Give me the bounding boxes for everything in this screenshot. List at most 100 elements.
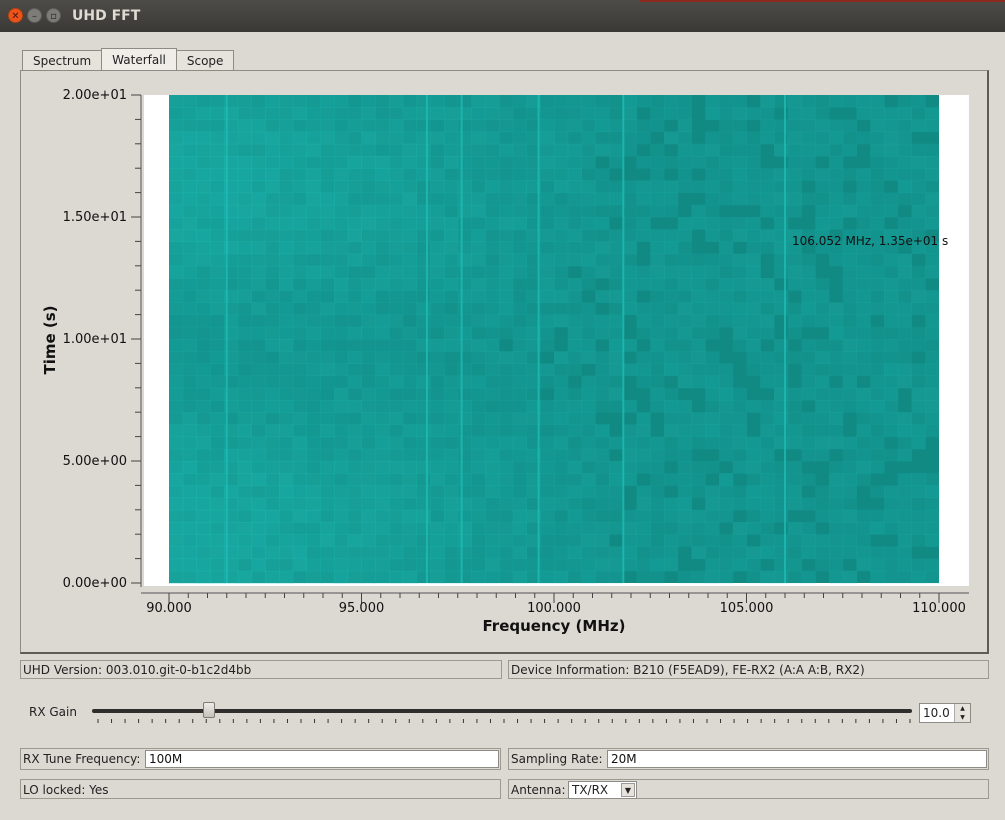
rx-tune-input[interactable] [145, 750, 499, 768]
heatmap-cell [925, 204, 940, 218]
chevron-down-icon[interactable]: ▼ [621, 783, 635, 797]
heatmap-cell [595, 485, 610, 499]
waterfall-plot[interactable]: 0.00e+005.00e+001.00e+011.50e+012.00e+01… [0, 0, 1005, 660]
heatmap-cell [842, 229, 857, 242]
heatmap-cell [320, 424, 335, 438]
rx-gain-slider-track[interactable] [92, 709, 912, 713]
heatmap-cell [650, 509, 665, 523]
heatmap-cell [774, 253, 789, 267]
heatmap-cell [842, 302, 857, 316]
sampling-rate-input[interactable] [607, 750, 987, 768]
heatmap-cell [457, 570, 472, 584]
heatmap-cell [719, 387, 734, 401]
heatmap-cell [774, 95, 789, 108]
heatmap-cell [526, 461, 541, 474]
heatmap-cell [595, 119, 610, 133]
heatmap-cell [196, 229, 211, 242]
heatmap-cell [361, 168, 376, 181]
heatmap-cell [196, 485, 211, 499]
heatmap-cell [526, 351, 541, 364]
heatmap-cell [375, 497, 390, 511]
heatmap-cell [829, 326, 844, 340]
heatmap-cell [925, 119, 940, 133]
tab-scope[interactable]: Scope [175, 50, 235, 71]
heatmap-cell [774, 351, 789, 364]
heatmap-cell [471, 95, 486, 108]
rx-gain-slider-handle[interactable] [203, 702, 216, 718]
rx-gain-value[interactable]: 10.0 [923, 706, 950, 720]
heatmap-cell [237, 558, 252, 572]
heatmap-cell [609, 351, 624, 364]
heatmap-cell [471, 241, 486, 255]
heatmap-cell [416, 522, 431, 535]
heatmap-cell [650, 448, 665, 462]
heatmap-cell [210, 302, 225, 316]
heatmap-cell [210, 265, 225, 279]
rx-gain-spinbox[interactable]: 10.0 ▲ ▼ [919, 703, 971, 723]
maximize-icon[interactable]: ▫ [46, 8, 61, 23]
heatmap-cell [540, 314, 555, 328]
heatmap-cell [856, 131, 871, 145]
heatmap-cell [389, 412, 404, 425]
heatmap-cell [320, 131, 335, 145]
spin-arrows[interactable]: ▲ ▼ [954, 704, 970, 722]
heatmap-cell [251, 558, 266, 572]
heatmap-cell [746, 509, 761, 523]
heatmap-cell [430, 107, 445, 120]
heatmap-cell [169, 436, 184, 450]
heatmap-cell [595, 351, 610, 364]
heatmap-cell [347, 217, 362, 230]
heatmap-cell [526, 522, 541, 535]
heatmap-cell [334, 278, 349, 291]
heatmap-cell [746, 290, 761, 303]
heatmap-cell [870, 339, 885, 352]
heatmap-cell [911, 168, 926, 181]
heatmap-cell [320, 558, 335, 572]
heatmap-cell [292, 558, 307, 572]
heatmap-cell [815, 375, 830, 389]
heatmap-cell [196, 143, 211, 157]
heatmap-cell [512, 473, 527, 486]
heatmap-cell [897, 412, 912, 425]
minimize-icon[interactable]: – [27, 8, 42, 23]
heatmap-cell [306, 546, 321, 560]
spin-up-icon[interactable]: ▲ [960, 705, 965, 712]
close-icon[interactable]: ✕ [8, 8, 23, 23]
heatmap-cell [251, 412, 266, 425]
heatmap-cell [815, 119, 830, 133]
heatmap-cell [774, 265, 789, 279]
heatmap-cell [485, 253, 500, 267]
heatmap-cell [251, 314, 266, 328]
heatmap-cell [334, 473, 349, 486]
heatmap-cell [897, 168, 912, 181]
heatmap-cell [375, 290, 390, 303]
heatmap-cell [925, 314, 940, 328]
spin-down-icon[interactable]: ▼ [960, 714, 965, 721]
heatmap-cell [897, 253, 912, 267]
heatmap-cell [320, 95, 335, 108]
tab-spectrum[interactable]: Spectrum [22, 50, 103, 71]
heatmap-cell [196, 107, 211, 120]
heatmap-cell [677, 229, 692, 242]
heatmap-cell [581, 534, 596, 547]
heatmap-cell [416, 546, 431, 560]
heatmap-cell [306, 290, 321, 303]
heatmap-cell [375, 107, 390, 120]
heatmap-cell [554, 473, 569, 486]
heatmap-cell [691, 363, 706, 377]
heatmap-cell [622, 448, 637, 462]
heatmap-cell [540, 278, 555, 291]
heatmap-cell [361, 290, 376, 303]
heatmap-cell [237, 339, 252, 352]
heatmap-cell [856, 314, 871, 328]
heatmap-cell [430, 473, 445, 486]
heatmap-cell [746, 168, 761, 181]
heatmap-cell [347, 180, 362, 194]
heatmap-cell [705, 156, 720, 169]
heatmap-cell [829, 253, 844, 267]
heatmap-cell [306, 509, 321, 523]
antenna-select[interactable]: TX/RX ▼ [568, 781, 637, 799]
heatmap-cell [499, 546, 514, 560]
tab-waterfall[interactable]: Waterfall [101, 48, 177, 70]
heatmap-cell [897, 217, 912, 230]
